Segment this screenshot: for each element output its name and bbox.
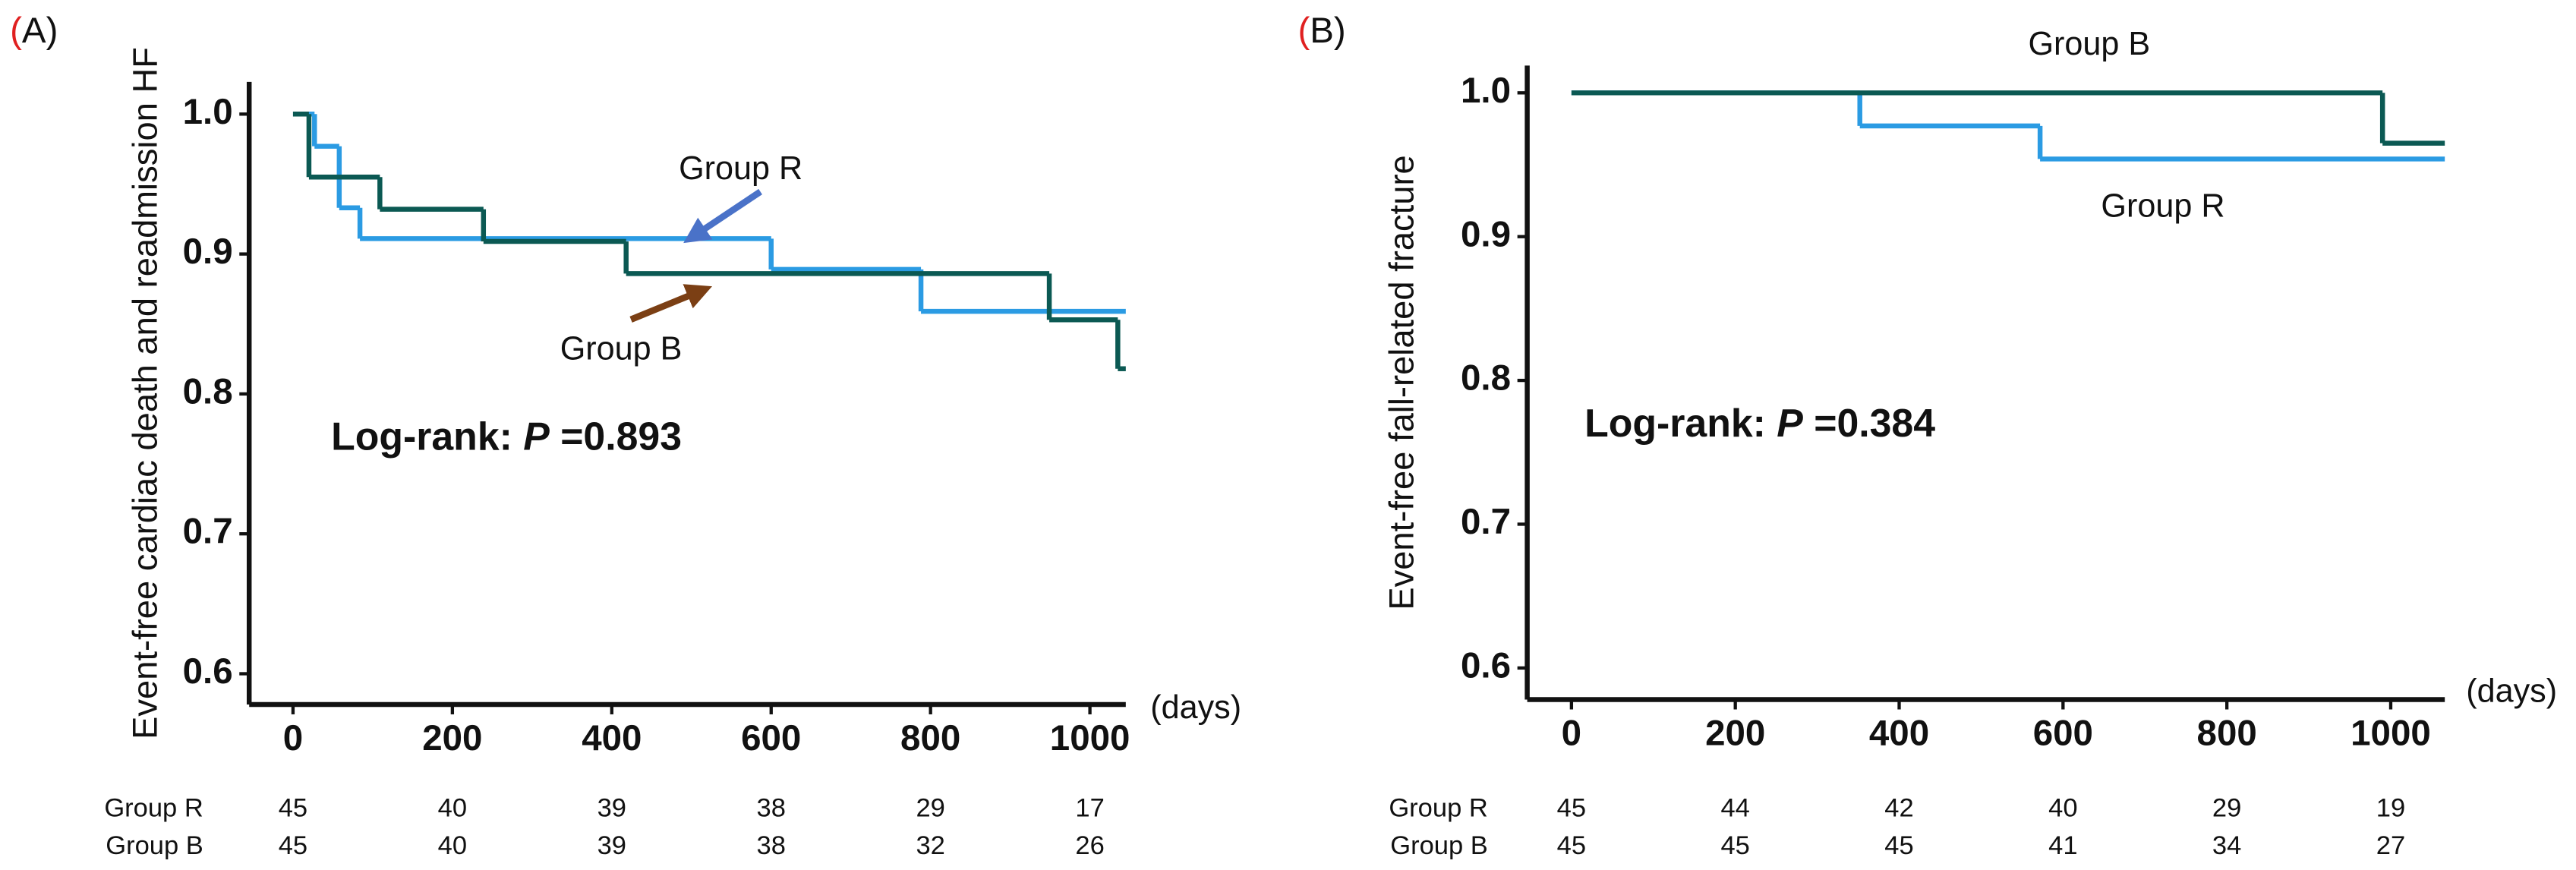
y-tick-label: 0.9 [1461, 214, 1511, 254]
panel-label-paren: ( [1297, 11, 1310, 51]
y-tick-label: 0.6 [183, 651, 233, 692]
x-tick-label: 600 [2033, 714, 2093, 754]
annotation-arrow [629, 284, 713, 323]
panel-label: (A) [10, 11, 58, 51]
y-tick-label: 0.8 [1461, 358, 1511, 399]
risk-count: 44 [1720, 793, 1749, 822]
risk-row-name: Group B [106, 831, 203, 860]
risk-count: 45 [1884, 831, 1913, 860]
log-rank-value: =0.384 [1803, 401, 1935, 445]
risk-count: 45 [279, 793, 307, 822]
risk-count: 39 [597, 831, 626, 860]
risk-count: 17 [1075, 793, 1104, 822]
log-rank: Log-rank: P =0.893 [331, 414, 682, 458]
x-tick-label: 0 [283, 718, 303, 758]
risk-count: 45 [1720, 831, 1749, 860]
risk-count: 29 [916, 793, 944, 822]
risk-count: 40 [438, 831, 467, 860]
risk-count: 34 [2212, 831, 2241, 860]
x-tick-label: 0 [1562, 714, 1581, 754]
x-tick-label: 800 [900, 718, 960, 758]
risk-row-name: Group R [104, 793, 203, 822]
risk-count: 42 [1884, 793, 1913, 822]
panel-label-paren: ( [10, 11, 22, 51]
log-rank-p: P [523, 414, 550, 458]
risk-count: 38 [757, 793, 786, 822]
chart: (A) 0.6 0.7 0.8 0.9 1.0 0 200 400 600 800 1000 Event… [10, 11, 1241, 860]
x-axis-title: (days) [2466, 673, 2557, 709]
x-tick-label: 1000 [2351, 714, 2431, 754]
y-tick-label: 0.8 [183, 371, 233, 411]
group-label: Group B [560, 330, 683, 367]
y-tick-label: 0.9 [183, 232, 233, 272]
group-label: Group R [2101, 188, 2224, 224]
risk-count: 45 [279, 831, 307, 860]
risk-count: 39 [597, 793, 626, 822]
risk-count: 32 [916, 831, 944, 860]
group-label: Group B [2028, 26, 2150, 62]
risk-count: 19 [2376, 793, 2405, 822]
risk-count: 27 [2376, 831, 2405, 860]
x-tick-label: 600 [741, 718, 801, 758]
survival-curve [1571, 90, 2445, 162]
x-tick-label: 200 [422, 718, 482, 758]
y-tick-label: 0.6 [1461, 645, 1511, 686]
y-axis-title: Event-free cardiac death and readmission… [125, 47, 164, 739]
x-tick-label: 400 [1869, 714, 1929, 754]
risk-count: 29 [2212, 793, 2241, 822]
panel-label-letter: B) [1310, 11, 1345, 51]
risk-count: 45 [1557, 831, 1586, 860]
risk-count: 26 [1075, 831, 1104, 860]
log-rank-label: Log-rank: [1584, 401, 1777, 445]
annotation-arrow [683, 188, 762, 244]
y-tick-label: 0.7 [183, 512, 233, 552]
log-rank-label: Log-rank: [331, 414, 523, 458]
risk-row-name: Group R [1389, 793, 1487, 822]
chart: (B) 0.6 0.7 0.8 0.9 1.0 0 200 400 600 800 1000 Event… [1297, 11, 2557, 860]
risk-count: 41 [2048, 831, 2077, 860]
survival-curve [292, 112, 1126, 314]
x-axis-title: (days) [1150, 689, 1241, 726]
panel-label: (B) [1297, 11, 1345, 51]
log-rank-p: P [1777, 401, 1803, 445]
risk-count: 45 [1557, 793, 1586, 822]
survival-curve [292, 112, 1126, 371]
risk-count: 38 [757, 831, 786, 860]
x-tick-label: 800 [2197, 714, 2257, 754]
y-tick-label: 0.7 [1461, 502, 1511, 542]
log-rank: Log-rank: P =0.384 [1584, 401, 1935, 445]
panel-label-letter: A) [22, 11, 58, 51]
x-tick-label: 200 [1705, 714, 1765, 754]
log-rank-value: =0.893 [550, 414, 682, 458]
group-label: Group R [679, 150, 802, 187]
y-tick-label: 1.0 [1461, 71, 1511, 111]
risk-row-name: Group B [1390, 831, 1488, 860]
y-tick-label: 1.0 [183, 92, 233, 132]
x-tick-label: 1000 [1050, 718, 1130, 758]
survival-curve [1571, 90, 2445, 146]
x-tick-label: 400 [582, 718, 642, 758]
y-axis-title: Event-free fall-related fracture [1383, 155, 1421, 610]
risk-count: 40 [2048, 793, 2077, 822]
risk-count: 40 [438, 793, 467, 822]
